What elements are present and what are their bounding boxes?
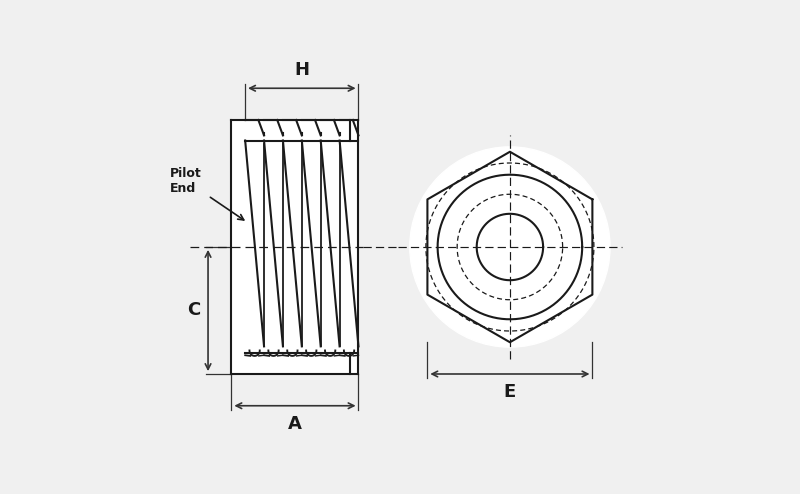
Polygon shape	[231, 120, 358, 374]
Text: A: A	[288, 414, 302, 433]
Polygon shape	[231, 120, 358, 247]
Circle shape	[410, 147, 610, 347]
Text: H: H	[294, 61, 310, 80]
Text: E: E	[504, 383, 516, 401]
Text: C: C	[187, 301, 201, 320]
Text: Pilot
End: Pilot End	[170, 167, 202, 195]
